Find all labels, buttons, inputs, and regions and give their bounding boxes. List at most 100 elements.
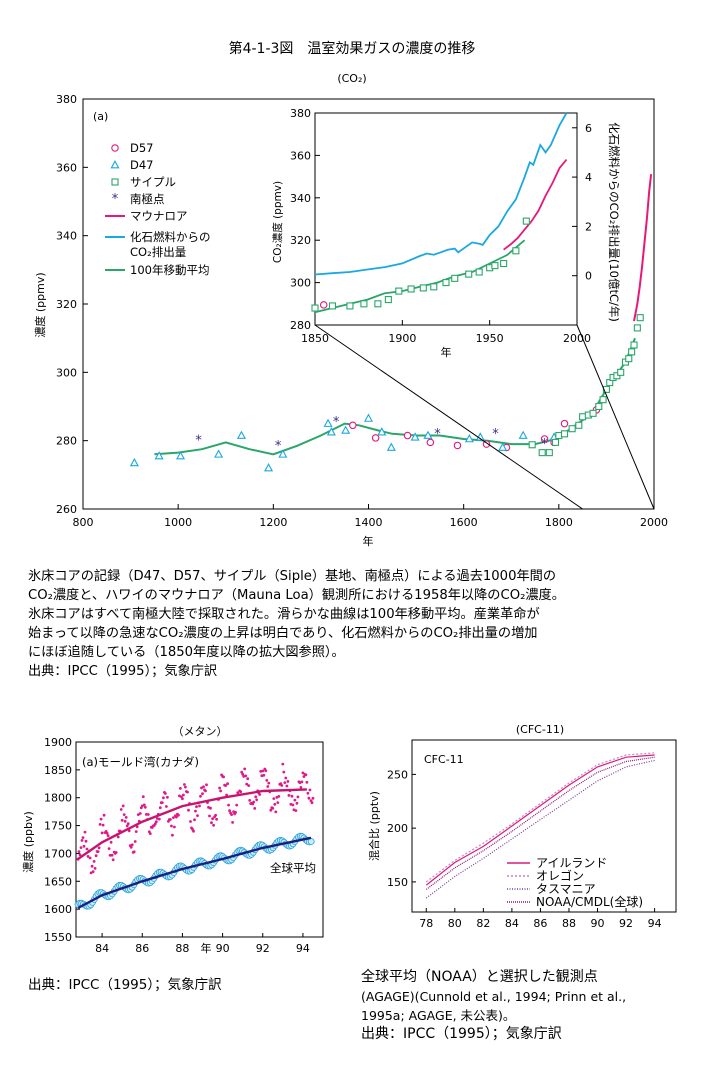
cfc-caption: 全球平均（NOAA）と選択した観測点 (AGAGE)(Cunnold et al… — [361, 968, 626, 1044]
methane-mould-bay-dot — [274, 810, 278, 814]
methane-mould-bay-dot — [222, 775, 226, 779]
methane-mould-bay-dot — [184, 785, 187, 789]
methane-mould-bay-dot — [252, 800, 256, 804]
methane-mould-bay-dot — [219, 789, 223, 793]
methane-mould-bay-dot — [241, 772, 245, 776]
inset-y-tick-label: 300 — [290, 277, 311, 290]
methane-mould-bay-dot — [302, 775, 306, 778]
methane-mould-bay-dot — [179, 787, 182, 790]
cfc-plot-frame — [411, 739, 677, 913]
zoom-guide-line — [314, 324, 583, 510]
co2-point-circle — [453, 441, 462, 450]
methane-mould-bay-dot — [143, 805, 147, 809]
methane-mould-bay-dot — [227, 803, 231, 807]
inset-y-tick-label: 380 — [290, 107, 311, 120]
methane-mould-bay-dot — [209, 806, 212, 810]
methane-mould-bay-dot — [166, 795, 169, 799]
cfc-legend-label: タスマニア — [536, 882, 596, 896]
methane-mould-bay-dot — [141, 795, 145, 799]
methane-mould-bay-dot — [164, 792, 167, 795]
methane-mould-bay-dot — [173, 825, 176, 829]
methane-mould-bay-dot — [175, 815, 178, 819]
inset-y2-tick-label: 2 — [585, 220, 592, 233]
methane-mould-bay-dot — [296, 795, 300, 799]
methane-mould-bay-dot — [281, 762, 285, 766]
methane-mould-bay-dot — [262, 773, 266, 777]
cfc-caption-source: 出典：IPCC（1995）；気象庁訳 — [361, 1026, 562, 1042]
methane-mould-bay-dot — [183, 783, 186, 786]
inset-point-square — [475, 268, 483, 276]
methane-mould-bay-dot — [201, 792, 204, 796]
co2-point-circle — [482, 440, 491, 448]
co2-point-star: * — [333, 415, 340, 430]
figure-title: 第4-1-3図 温室効果ガスの濃度の推移 — [228, 41, 476, 57]
co2-caption-line: 氷床コアの記録（D47、D57、サイプル（Siple）基地、南極点）による過去1… — [28, 569, 557, 584]
methane-mould-bay-dot — [239, 790, 243, 794]
co2-x-axis-label: 年 — [363, 534, 374, 548]
methane-mould-bay-dot — [98, 823, 102, 826]
methane-mould-bay-dot — [193, 818, 196, 822]
methane-mould-bay-dot — [92, 860, 96, 863]
methane-mould-bay-dot — [100, 831, 104, 835]
cfc-x-tick-label: 80 — [448, 917, 462, 930]
inset-point-square — [465, 270, 473, 278]
co2-point-triangle — [278, 449, 288, 458]
cfc-x-tick-label: 88 — [562, 917, 576, 930]
methane-mould-bay-dot — [273, 802, 277, 806]
methane-source: 出典：IPCC（1995）；気象庁訳 — [28, 977, 222, 993]
co2-legend-label: マウナロア — [130, 209, 188, 223]
co2-point-triangle — [464, 434, 474, 443]
co2-point-triangle — [363, 413, 374, 422]
methane-mould-bay-dot — [110, 853, 114, 857]
methane-mould-bay-dot — [205, 783, 208, 787]
inset-point-square — [360, 300, 368, 308]
co2-point-circle — [540, 435, 549, 443]
methane-panel-label: (a)モールド湾(カナダ) — [82, 755, 199, 769]
methane-mould-bay-dot — [231, 821, 235, 824]
methane-mould-bay-dot — [162, 796, 165, 800]
methane-mould-bay-dot — [258, 793, 262, 796]
methane-mould-bay-dot — [102, 813, 106, 817]
methane-mould-bay-dot — [79, 846, 83, 849]
methane-mould-bay-dot — [304, 773, 308, 777]
methane-x-tick-label: 92 — [256, 942, 270, 955]
inset-point-square — [407, 285, 415, 293]
co2-legend-label: CO₂排出量 — [130, 245, 186, 259]
methane-mould-bay-dot — [285, 784, 289, 788]
methane-mould-bay-dot — [305, 780, 309, 784]
methane-mould-bay-dot — [291, 803, 295, 807]
co2-point-square — [575, 421, 583, 429]
methane-mould-bay-dot — [81, 836, 85, 839]
inset-point-square — [374, 300, 382, 308]
inset-point-square — [311, 304, 319, 312]
co2-x-tick-label: 1000 — [164, 516, 192, 529]
methane-mould-bay-dot — [172, 816, 175, 819]
methane-mould-bay-dot — [170, 824, 173, 828]
inset-y2-tick-label: 0 — [585, 270, 592, 283]
methane-mould-bay-dot — [154, 820, 158, 824]
methane-global-point — [307, 838, 315, 845]
methane-mould-bay-dot — [208, 814, 211, 818]
co2-point-triangle — [423, 430, 433, 439]
co2-legend-label: サイプル — [130, 175, 176, 189]
methane-mould-bay-dot — [119, 808, 123, 811]
cfc-series-line — [425, 756, 655, 890]
co2-point-square — [625, 355, 633, 363]
methane-mould-bay-dot — [299, 786, 303, 789]
co2-point-triangle — [176, 451, 186, 460]
cfc-panel-label: CFC-11 — [424, 753, 464, 766]
cfc-x-tick-label: 90 — [591, 917, 605, 930]
methane-mould-bay-dot — [142, 803, 146, 807]
co2-legend-label: 100年移動平均 — [130, 263, 209, 277]
inset-plot-frame — [314, 112, 578, 326]
inset-series-line — [503, 159, 568, 251]
methane-mould-bay-dot — [215, 817, 219, 821]
co2-point-circle — [403, 431, 412, 440]
methane-mould-bay-dot — [86, 855, 90, 858]
co2-point-circle — [426, 438, 435, 447]
methane-mould-bay-dot — [224, 784, 228, 787]
inset-point-square — [512, 247, 520, 255]
methane-mould-bay-dot — [255, 798, 259, 802]
methane-mould-bay-dot — [158, 806, 162, 810]
co2-point-square — [595, 402, 603, 411]
